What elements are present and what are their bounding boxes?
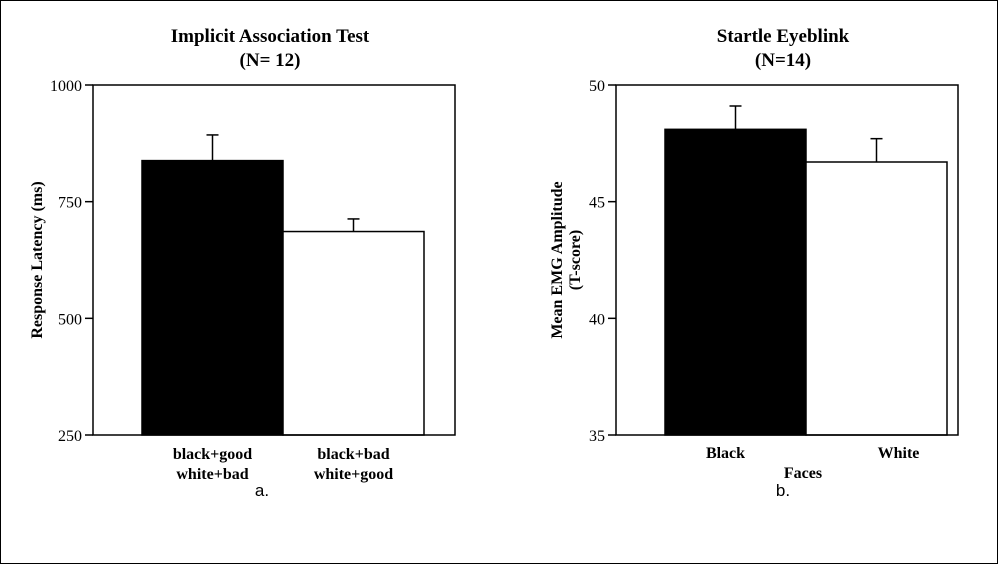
chart-a-ylabel: Response Latency (ms): [29, 181, 46, 338]
chart-a-category-label: black+good: [173, 446, 252, 463]
chart-b-errorbars: [729, 105, 883, 162]
chart-b-plot-area: [615, 84, 959, 436]
chart-b-category-label: Black: [706, 445, 745, 462]
chart-a-ytick-label: 750: [58, 195, 82, 212]
chart-a-yticks: 250 500 750 1000: [50, 78, 93, 445]
chart-a-category-label: black+bad: [317, 446, 389, 463]
chart-a-bar: [282, 230, 425, 436]
chart-b-panel-label: b.: [776, 481, 790, 500]
chart-a-title: Implicit Association Test: [171, 26, 370, 47]
chart-b-ytick-label: 35: [589, 428, 605, 445]
chart-b-ytick-label: 45: [589, 195, 605, 212]
chart-a-ytick-label: 250: [58, 428, 82, 445]
chart-b-xlabel: Faces: [784, 465, 822, 482]
chart-a-category-label: white+good: [314, 466, 393, 483]
chart-a-plot-area: [92, 84, 456, 436]
chart-a-bars: [141, 159, 425, 436]
chart-b-bar: [805, 161, 948, 436]
chart-a-ytick-label: 500: [58, 311, 82, 328]
chart-a-panel-label: a.: [255, 481, 269, 500]
chart-b-category-label: White: [878, 445, 920, 462]
chart-panel-b: Startle Eyeblink (N=14) Mean EMG Amplitu…: [549, 26, 959, 500]
chart-b-ylabel: Mean EMG Amplitude: [549, 181, 566, 338]
chart-b-bar: [664, 128, 807, 436]
chart-a-category-label: white+bad: [176, 466, 248, 483]
chart-b-bars: [664, 128, 948, 436]
chart-panel-a: Implicit Association Test (N= 12) Respon…: [29, 26, 456, 500]
chart-a-xcategories: black+good white+bad black+bad white+good: [173, 446, 393, 483]
chart-a-bar: [141, 159, 284, 436]
chart-a-subtitle: (N= 12): [240, 50, 301, 71]
chart-b-ytick-label: 40: [589, 311, 605, 328]
chart-b-yticks: 35 40 45 50: [589, 78, 616, 445]
chart-a-ytick-label: 1000: [50, 78, 82, 95]
chart-a-errorbars: [206, 134, 360, 232]
chart-b-ylabel2: (T-score): [567, 230, 584, 290]
chart-b-ytick-label: 50: [589, 78, 605, 95]
chart-b-xcategories: Black White: [706, 445, 919, 462]
chart-b-title: Startle Eyeblink: [717, 26, 850, 47]
chart-b-subtitle: (N=14): [755, 50, 811, 71]
